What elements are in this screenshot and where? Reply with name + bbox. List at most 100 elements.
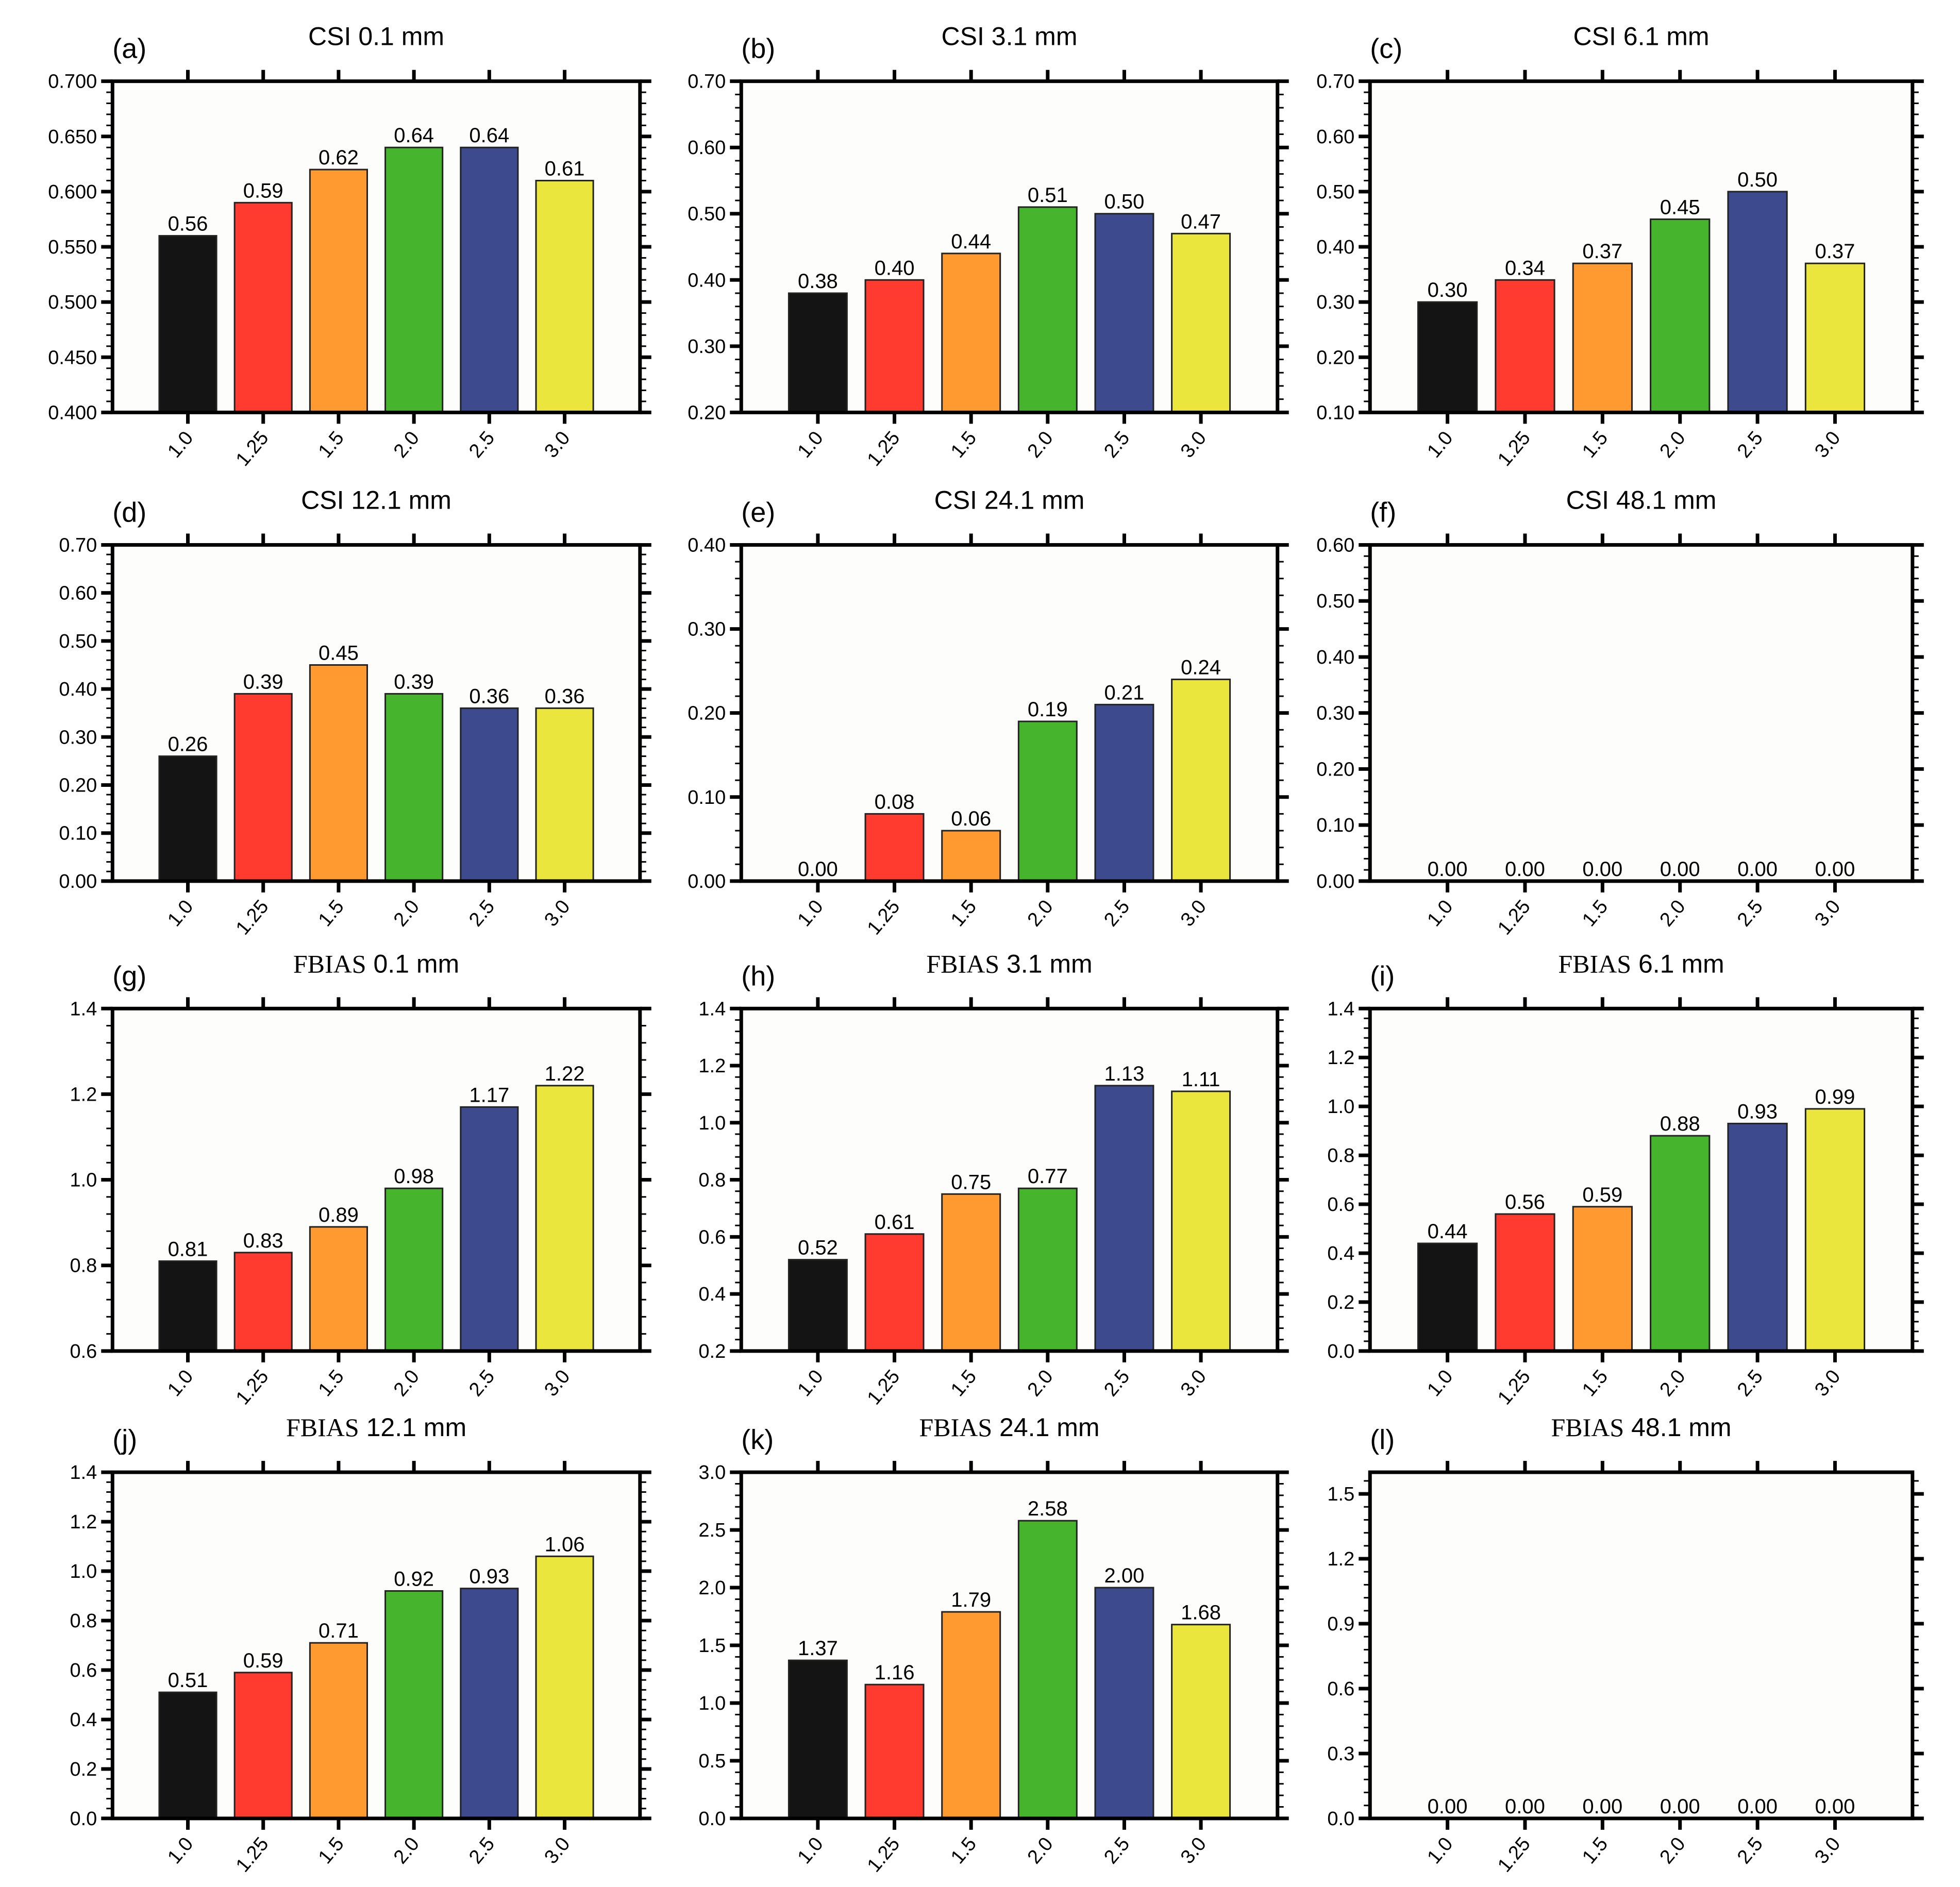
y-tick-label: 0.20 bbox=[59, 774, 97, 796]
y-tick-label: 0.70 bbox=[59, 534, 97, 556]
title-threshold: 3.1 mm bbox=[992, 22, 1078, 51]
x-tick-label: 2.5 bbox=[465, 427, 499, 462]
title-metric: CSI bbox=[934, 485, 977, 514]
title-threshold: 6.1 mm bbox=[1638, 949, 1724, 978]
title-metric: FBIAS bbox=[919, 1413, 992, 1442]
chart-title: CSI 12.1 mm bbox=[301, 485, 451, 514]
chart-panel: 0.52 0.61 0.75 0.77 1.13 1.11 0.2 0.4 0.6 0.8 1.0 1… bbox=[698, 949, 1289, 1409]
value-label: 0.00 bbox=[1505, 858, 1545, 881]
y-tick-label: 0.10 bbox=[59, 823, 97, 845]
y-tick-label: 0.0 bbox=[1327, 1341, 1354, 1362]
y-tick-label: 1.5 bbox=[1327, 1484, 1354, 1505]
value-label: 0.45 bbox=[319, 642, 359, 664]
x-tick-label: 2.0 bbox=[390, 896, 424, 931]
panel-label: (g) bbox=[112, 961, 146, 991]
bar bbox=[309, 1226, 368, 1352]
value-label: 0.24 bbox=[1181, 656, 1221, 679]
x-tick-label: 2.0 bbox=[390, 427, 424, 462]
y-tick-label: 0.0 bbox=[1327, 1808, 1354, 1830]
x-tick-label: 2.5 bbox=[1733, 427, 1767, 462]
y-tick-label: 0.20 bbox=[1316, 759, 1354, 780]
value-label: 2.58 bbox=[1028, 1497, 1068, 1520]
bar bbox=[1572, 262, 1633, 413]
axes-frame bbox=[739, 79, 1280, 414]
value-label: 1.68 bbox=[1181, 1602, 1221, 1624]
value-label: 0.61 bbox=[545, 157, 585, 180]
x-tick-label: 1.25 bbox=[1494, 427, 1535, 470]
title-space bbox=[366, 949, 374, 978]
x-tick-label: 2.0 bbox=[1024, 1366, 1058, 1401]
y-tick-label: 0.8 bbox=[698, 1170, 726, 1191]
value-label: 0.75 bbox=[951, 1171, 991, 1193]
bar bbox=[158, 1260, 217, 1352]
value-label: 1.37 bbox=[798, 1637, 838, 1660]
title-space bbox=[984, 22, 992, 51]
title-threshold: 6.1 mm bbox=[1623, 22, 1710, 51]
x-tick-label: 1.5 bbox=[314, 1833, 348, 1868]
y-tick-label: 0.8 bbox=[1327, 1145, 1354, 1167]
y-tick-label: 0.20 bbox=[1316, 347, 1354, 368]
value-label: 0.59 bbox=[243, 179, 283, 202]
value-label: 0.45 bbox=[1660, 196, 1700, 218]
x-tick-label: 2.0 bbox=[1655, 1833, 1689, 1868]
bar bbox=[233, 693, 293, 882]
bar bbox=[1417, 1242, 1478, 1352]
x-tick-label: 1.25 bbox=[1494, 1366, 1535, 1409]
axes-frame bbox=[110, 543, 642, 883]
value-label: 0.06 bbox=[951, 807, 991, 830]
y-tick-label: 0.3 bbox=[1327, 1743, 1354, 1765]
x-tick-label: 1.5 bbox=[947, 427, 981, 462]
title-metric: CSI bbox=[301, 485, 344, 514]
value-label: 0.00 bbox=[1815, 858, 1855, 881]
bar bbox=[1495, 1213, 1555, 1352]
y-tick-label: 0.4 bbox=[70, 1709, 97, 1731]
title-space bbox=[1624, 1413, 1631, 1442]
x-tick-label: 1.0 bbox=[163, 1366, 197, 1401]
title-space bbox=[977, 485, 984, 514]
x-tick-label: 1.5 bbox=[1578, 1833, 1612, 1868]
title-threshold: 12.1 mm bbox=[366, 1413, 467, 1442]
title-threshold: 24.1 mm bbox=[984, 485, 1085, 514]
bar bbox=[1171, 1624, 1231, 1819]
bar bbox=[1017, 720, 1078, 882]
bar bbox=[788, 1659, 848, 1819]
y-tick-label: 0.6 bbox=[70, 1660, 97, 1681]
x-tick-label: 1.0 bbox=[1423, 1366, 1457, 1401]
title-threshold: 0.1 mm bbox=[358, 22, 444, 51]
title-metric: FBIAS bbox=[1558, 949, 1631, 978]
x-tick-label: 2.0 bbox=[1655, 896, 1689, 931]
y-tick-label: 0.40 bbox=[59, 679, 97, 700]
y-tick-label: 0.550 bbox=[48, 237, 97, 258]
y-tick-label: 0.5 bbox=[698, 1750, 726, 1772]
value-label: 0.89 bbox=[319, 1204, 359, 1226]
value-label: 0.00 bbox=[1660, 858, 1700, 881]
chart-panel: 0.00 0.08 0.06 0.19 0.21 0.24 0.00 0.10 0.20 0.30… bbox=[688, 485, 1289, 939]
y-tick-label: 2.5 bbox=[698, 1520, 726, 1541]
y-tick-label: 0.20 bbox=[688, 402, 726, 424]
title-threshold: 3.1 mm bbox=[1007, 949, 1093, 978]
bar bbox=[1171, 232, 1231, 413]
y-tick-label: 1.2 bbox=[70, 1511, 97, 1533]
panel-label: (k) bbox=[741, 1424, 774, 1455]
title-threshold: 12.1 mm bbox=[351, 485, 451, 514]
chart-panel: 0.81 0.83 0.89 0.98 1.17 1.22 0.6 0.8 1.0 1.2 1.4 1… bbox=[70, 949, 651, 1409]
x-tick-label: 2.0 bbox=[1024, 1833, 1058, 1868]
y-tick-label: 0.700 bbox=[48, 71, 97, 93]
value-label: 0.64 bbox=[394, 124, 434, 147]
x-tick-label: 3.0 bbox=[1811, 1833, 1845, 1868]
x-tick-label: 3.0 bbox=[1811, 427, 1845, 462]
x-tick-label: 2.0 bbox=[1024, 896, 1058, 931]
y-tick-label: 1.2 bbox=[1327, 1047, 1354, 1069]
x-tick-label: 1.5 bbox=[1578, 1366, 1612, 1401]
panel-label: (l) bbox=[1370, 1424, 1395, 1455]
bar bbox=[864, 1683, 925, 1819]
value-label: 0.00 bbox=[1815, 1795, 1855, 1818]
value-label: 0.59 bbox=[1582, 1184, 1622, 1206]
bar bbox=[309, 1642, 368, 1819]
x-tick-label: 3.0 bbox=[540, 1366, 574, 1401]
chart-title: CSI 6.1 mm bbox=[1573, 22, 1710, 51]
x-tick-label: 1.5 bbox=[1578, 896, 1612, 931]
y-tick-label: 0.6 bbox=[70, 1341, 97, 1362]
y-tick-label: 0.4 bbox=[1327, 1243, 1354, 1265]
